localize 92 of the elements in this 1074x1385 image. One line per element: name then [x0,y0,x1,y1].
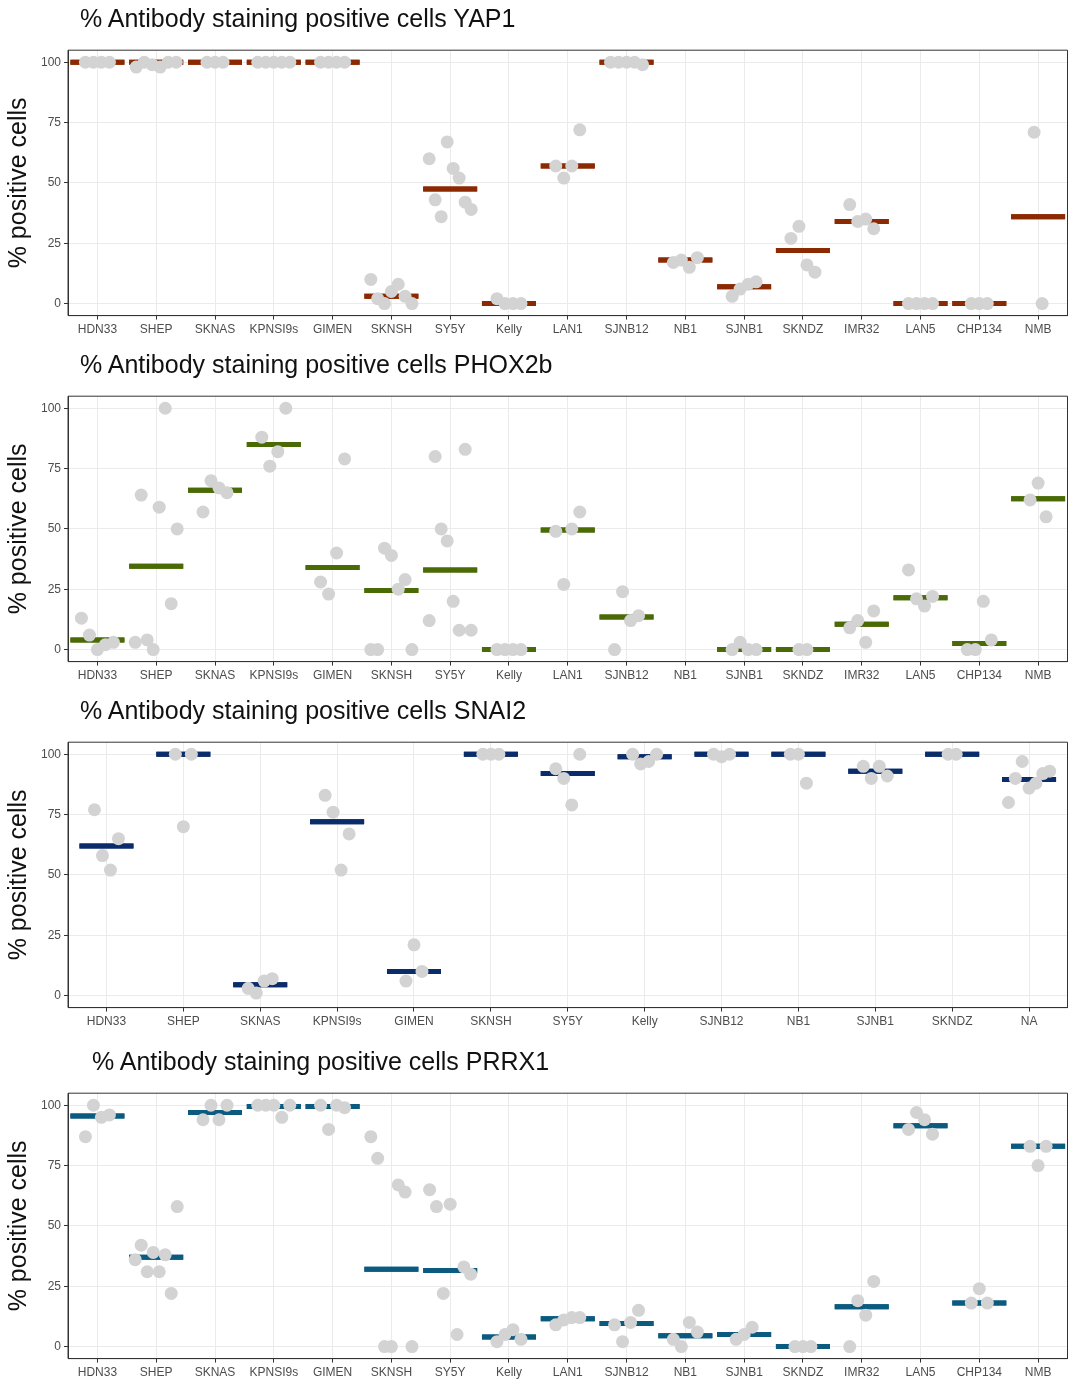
y-tick-label: 75 [47,806,62,821]
x-tick-label: SKNAS [239,1014,281,1029]
x-tick-label: CHP134 [956,668,1003,683]
x-tick-label: SKNSH [370,668,413,683]
x-tick-label: SJNB1 [725,322,764,337]
y-tick-label: 50 [47,175,62,190]
y-tick-label: 0 [54,1338,62,1353]
x-tick-label: LAN5 [905,668,936,683]
x-tick-label: SHEP [139,668,173,683]
x-tick-label: HDN33 [77,322,118,337]
x-tick-label: SJNB1 [856,1014,895,1029]
y-tick-label: 75 [47,114,62,129]
x-tick-label: LAN5 [905,322,936,337]
y-axis-title: % positive cells [2,443,31,615]
x-tick-label: SKNAS [194,668,236,683]
x-tick-label: SHEP [139,322,173,337]
x-tick-label: SKNDZ [782,1365,824,1380]
x-tick-label: NB1 [673,1365,698,1380]
y-tick-label: 25 [47,927,62,942]
x-tick-label: GIMEN [312,322,353,337]
x-tick-label: NA [1020,1014,1038,1029]
x-tick-label: NMB [1024,668,1052,683]
x-tick-label: LAN1 [552,668,584,683]
x-tick-label: GIMEN [394,1014,434,1029]
y-tick-label: 50 [47,1218,62,1233]
x-tick-label: HDN33 [86,1014,127,1029]
y-tick-label: 25 [47,581,62,596]
x-tick-label: SJNB1 [725,1365,764,1380]
y-tick-label: 100 [40,1097,62,1112]
x-tick-label: IMR32 [844,668,880,683]
x-tick-label: SKNAS [194,322,236,337]
x-tick-label: GIMEN [312,668,353,683]
x-tick-label: KPNSI9s [312,1014,362,1029]
x-tick-label: NB1 [673,322,698,337]
chart-title: % Antibody staining positive cells PHOX2b [80,350,553,379]
y-axis-title: % positive cells [2,1140,31,1312]
x-tick-label: SJNB12 [604,1365,649,1380]
x-tick-label: NMB [1024,322,1052,337]
x-tick-label: KPNSI9s [249,668,299,683]
x-tick-label: CHP134 [956,322,1003,337]
y-tick-label: 50 [47,867,62,882]
x-tick-label: SKNSH [370,1365,413,1380]
x-tick-label: Kelly [631,1014,658,1029]
x-tick-label: SJNB12 [604,668,649,683]
x-tick-label: CHP134 [956,1365,1003,1380]
y-tick-label: 75 [47,1157,62,1172]
y-tick-label: 25 [47,1278,62,1293]
x-tick-label: Kelly [495,1365,522,1380]
y-axis-title: % positive cells [2,789,31,961]
x-tick-label: KPNSI9s [249,1365,299,1380]
y-tick-label: 0 [54,641,62,656]
y-tick-label: 0 [54,295,62,310]
x-tick-label: LAN1 [552,1365,584,1380]
y-tick-label: 0 [54,987,62,1002]
x-tick-label: LAN1 [552,322,584,337]
x-tick-label: SKNDZ [782,322,824,337]
x-tick-label: HDN33 [77,1365,118,1380]
x-tick-label: SY5Y [434,322,466,337]
x-tick-label: HDN33 [77,668,118,683]
x-tick-label: NB1 [786,1014,811,1029]
y-tick-label: 100 [40,746,62,761]
x-tick-label: LAN5 [905,1365,936,1380]
x-tick-label: IMR32 [844,322,880,337]
y-axis-title: % positive cells [2,97,31,269]
x-tick-label: SKNDZ [931,1014,973,1029]
x-tick-label: NB1 [673,668,698,683]
x-tick-label: SY5Y [434,668,466,683]
x-tick-label: IMR32 [844,1365,880,1380]
x-tick-label: SJNB12 [604,322,649,337]
x-tick-label: SY5Y [434,1365,466,1380]
x-tick-label: SKNDZ [782,668,824,683]
x-tick-label: SJNB1 [725,668,764,683]
y-tick-label: 50 [47,521,62,536]
x-tick-label: SHEP [167,1014,200,1029]
y-tick-label: 100 [40,54,62,69]
chart-title: % Antibody staining positive cells PRRX1 [92,1047,550,1076]
x-tick-label: SKNSH [470,1014,512,1029]
chart-title: % Antibody staining positive cells SNAI2 [80,696,527,725]
x-tick-label: SKNSH [370,322,413,337]
x-tick-label: Kelly [495,322,522,337]
x-tick-label: KPNSI9s [249,322,299,337]
x-tick-label: SY5Y [552,1014,584,1029]
x-tick-label: SHEP [139,1365,173,1380]
x-tick-label: GIMEN [312,1365,353,1380]
x-tick-label: SKNAS [194,1365,236,1380]
y-tick-label: 75 [47,460,62,475]
x-tick-label: NMB [1024,1365,1052,1380]
x-tick-label: Kelly [495,668,522,683]
x-tick-label: SJNB12 [699,1014,744,1029]
chart-title: % Antibody staining positive cells YAP1 [80,4,516,33]
y-tick-label: 100 [40,400,62,415]
y-tick-label: 25 [47,235,62,250]
